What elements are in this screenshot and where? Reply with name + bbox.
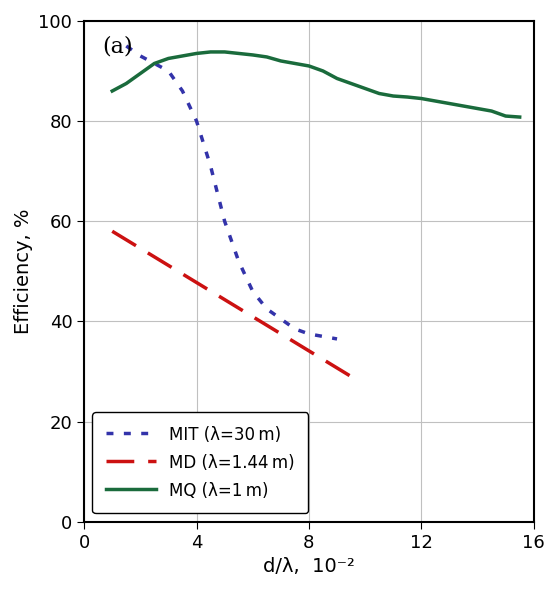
- MQ (λ=1 m): [292, 60, 299, 67]
- MQ (λ=1 m): [362, 85, 368, 92]
- MQ (λ=1 m): [432, 97, 439, 104]
- MQ (λ=1 m): [179, 53, 186, 60]
- Line: MQ (λ=1 m): MQ (λ=1 m): [112, 52, 520, 117]
- MQ (λ=1 m): [165, 55, 172, 62]
- MQ (λ=1 m): [446, 100, 453, 107]
- MQ (λ=1 m): [488, 107, 495, 114]
- Legend: MIT (λ=30 m), MD (λ=1.44 m), MQ (λ=1 m): MIT (λ=30 m), MD (λ=1.44 m), MQ (λ=1 m): [92, 412, 308, 513]
- MQ (λ=1 m): [235, 50, 242, 57]
- MD (λ=1.44 m): [348, 373, 354, 380]
- MQ (λ=1 m): [404, 93, 411, 100]
- MIT (λ=30 m): [151, 60, 158, 67]
- MQ (λ=1 m): [320, 67, 326, 74]
- MQ (λ=1 m): [123, 80, 130, 87]
- MIT (λ=30 m): [137, 53, 144, 60]
- MIT (λ=30 m): [179, 87, 186, 94]
- MQ (λ=1 m): [474, 105, 481, 112]
- X-axis label: d/λ,  10⁻²: d/λ, 10⁻²: [263, 557, 355, 576]
- MIT (λ=30 m): [193, 117, 200, 124]
- MQ (λ=1 m): [151, 60, 158, 67]
- MIT (λ=30 m): [320, 333, 326, 340]
- MQ (λ=1 m): [207, 48, 214, 55]
- MQ (λ=1 m): [418, 95, 425, 102]
- MQ (λ=1 m): [221, 48, 228, 55]
- MQ (λ=1 m): [390, 93, 396, 100]
- MIT (λ=30 m): [263, 306, 270, 313]
- MIT (λ=30 m): [165, 67, 172, 74]
- MIT (λ=30 m): [334, 335, 340, 342]
- Text: (a): (a): [102, 36, 132, 58]
- MQ (λ=1 m): [460, 103, 467, 110]
- Y-axis label: Efficiency, %: Efficiency, %: [14, 209, 33, 334]
- MQ (λ=1 m): [306, 63, 312, 70]
- MQ (λ=1 m): [334, 75, 340, 82]
- MIT (λ=30 m): [306, 330, 312, 337]
- MQ (λ=1 m): [263, 54, 270, 61]
- MIT (λ=30 m): [221, 218, 228, 225]
- Line: MIT (λ=30 m): MIT (λ=30 m): [126, 46, 337, 339]
- MQ (λ=1 m): [193, 50, 200, 57]
- MQ (λ=1 m): [517, 113, 523, 120]
- MIT (λ=30 m): [207, 163, 214, 170]
- MQ (λ=1 m): [376, 90, 382, 97]
- MD (λ=1.44 m): [109, 228, 116, 235]
- MQ (λ=1 m): [249, 51, 256, 58]
- MIT (λ=30 m): [277, 316, 284, 323]
- MQ (λ=1 m): [137, 70, 144, 77]
- MQ (λ=1 m): [109, 87, 116, 94]
- MQ (λ=1 m): [348, 80, 354, 87]
- MIT (λ=30 m): [249, 288, 256, 295]
- MQ (λ=1 m): [277, 57, 284, 64]
- Line: MD (λ=1.44 m): MD (λ=1.44 m): [112, 231, 351, 376]
- MIT (λ=30 m): [292, 325, 299, 332]
- MIT (λ=30 m): [123, 42, 130, 50]
- MIT (λ=30 m): [235, 258, 242, 265]
- MQ (λ=1 m): [503, 113, 509, 120]
